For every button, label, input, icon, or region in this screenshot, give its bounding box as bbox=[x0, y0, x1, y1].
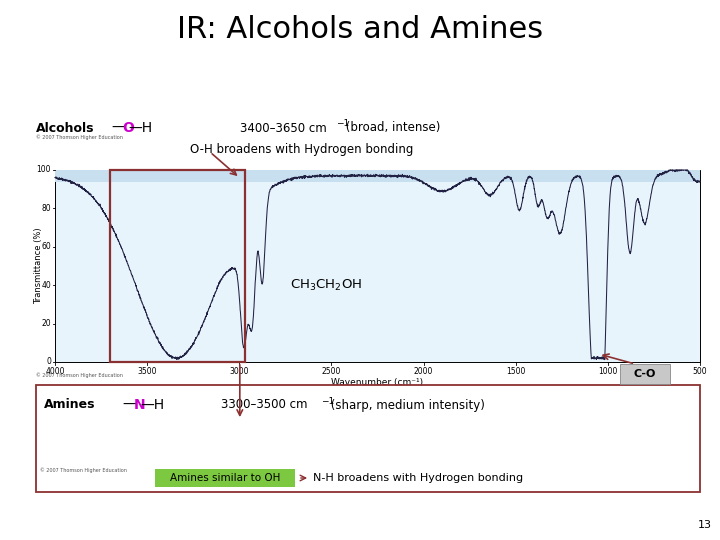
Text: 1500: 1500 bbox=[506, 367, 526, 376]
Text: —: — bbox=[122, 398, 136, 412]
Text: 3400–3650 cm: 3400–3650 cm bbox=[240, 122, 327, 134]
Text: 3000: 3000 bbox=[230, 367, 249, 376]
Text: —H: —H bbox=[128, 121, 152, 135]
Text: 0: 0 bbox=[46, 357, 51, 367]
Text: −1: −1 bbox=[336, 119, 349, 129]
Text: 40: 40 bbox=[41, 281, 51, 289]
Text: Amines similar to OH: Amines similar to OH bbox=[170, 473, 280, 483]
Text: −1: −1 bbox=[321, 396, 334, 406]
Text: 100: 100 bbox=[37, 165, 51, 174]
Text: 3500: 3500 bbox=[138, 367, 157, 376]
Text: C-O: C-O bbox=[634, 369, 656, 379]
Text: © 2007 Thomson Higher Education: © 2007 Thomson Higher Education bbox=[36, 134, 123, 140]
Text: Transmittance (%): Transmittance (%) bbox=[35, 228, 43, 305]
Bar bbox=[36, 385, 700, 492]
Text: —H: —H bbox=[140, 398, 164, 412]
Text: 13: 13 bbox=[698, 520, 712, 530]
Text: O-H broadens with Hydrogen bonding: O-H broadens with Hydrogen bonding bbox=[190, 144, 413, 157]
Text: 500: 500 bbox=[693, 367, 707, 376]
Bar bbox=[155, 469, 295, 487]
Text: 3300–3500 cm: 3300–3500 cm bbox=[221, 399, 307, 411]
Text: Wavenumber (cm⁻¹): Wavenumber (cm⁻¹) bbox=[331, 378, 423, 387]
Text: 80: 80 bbox=[41, 204, 51, 213]
Text: Amines: Amines bbox=[44, 399, 96, 411]
Text: N-H broadens with Hydrogen bonding: N-H broadens with Hydrogen bonding bbox=[313, 473, 523, 483]
Bar bbox=[110, 170, 245, 362]
Text: 1000: 1000 bbox=[598, 367, 618, 376]
Text: © 2007 Thomson Higher Education: © 2007 Thomson Higher Education bbox=[36, 372, 123, 378]
Text: O: O bbox=[122, 121, 134, 135]
Text: (broad, intense): (broad, intense) bbox=[342, 122, 441, 134]
Text: 2500: 2500 bbox=[322, 367, 341, 376]
Text: N: N bbox=[134, 398, 146, 412]
Text: 2000: 2000 bbox=[414, 367, 433, 376]
Text: CH$_3$CH$_2$OH: CH$_3$CH$_2$OH bbox=[290, 278, 362, 293]
Bar bbox=[55, 170, 700, 362]
Text: 20: 20 bbox=[41, 319, 51, 328]
Text: IR: Alcohols and Amines: IR: Alcohols and Amines bbox=[177, 16, 543, 44]
Text: 60: 60 bbox=[41, 242, 51, 251]
Bar bbox=[620, 364, 670, 384]
Bar bbox=[55, 170, 700, 182]
Text: © 2007 Thomson Higher Education: © 2007 Thomson Higher Education bbox=[40, 467, 127, 473]
Text: 4000: 4000 bbox=[45, 367, 65, 376]
Text: Alcohols: Alcohols bbox=[36, 122, 94, 134]
Text: —: — bbox=[111, 121, 125, 135]
Text: (sharp, medium intensity): (sharp, medium intensity) bbox=[327, 399, 485, 411]
